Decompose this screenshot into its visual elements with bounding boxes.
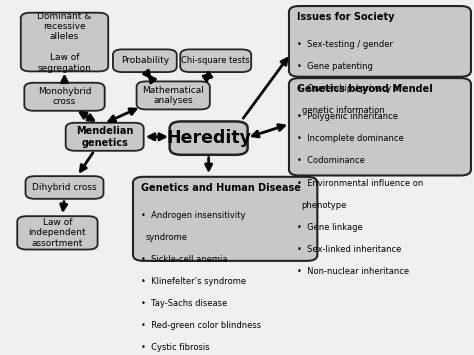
Text: •  Codominance: • Codominance [297,157,365,165]
Text: •  Ownership / privacy of: • Ownership / privacy of [297,84,402,93]
FancyBboxPatch shape [24,83,105,111]
FancyBboxPatch shape [26,176,103,199]
Text: •  Androgen insensitivity: • Androgen insensitivity [141,211,246,220]
Text: •  Incomplete dominance: • Incomplete dominance [297,134,404,143]
Text: genetic information: genetic information [302,106,384,115]
Text: Monohybrid
cross: Monohybrid cross [38,87,91,106]
FancyBboxPatch shape [289,6,471,77]
Text: Mendelian
genetics: Mendelian genetics [76,126,133,148]
Text: Law of
independent
assortment: Law of independent assortment [28,218,86,248]
FancyBboxPatch shape [66,123,144,151]
Text: •  Gene linkage: • Gene linkage [297,223,363,231]
Text: Genetics beyond Mendel: Genetics beyond Mendel [297,84,433,94]
Text: •  Klinefelter’s syndrome: • Klinefelter’s syndrome [141,277,246,286]
FancyBboxPatch shape [17,216,98,250]
Text: •  Gene patenting: • Gene patenting [297,62,373,71]
FancyBboxPatch shape [133,177,318,261]
Text: •  Non-nuclear inheritance: • Non-nuclear inheritance [297,267,409,276]
Text: Dominant &
recessive
alleles

Law of
segregation: Dominant & recessive alleles Law of segr… [37,12,91,72]
FancyBboxPatch shape [180,49,251,72]
Text: phenotype: phenotype [302,201,347,210]
Text: Genetics and Human Disease: Genetics and Human Disease [141,183,301,193]
FancyBboxPatch shape [21,13,108,71]
FancyBboxPatch shape [289,78,471,175]
FancyBboxPatch shape [170,121,247,155]
Text: •  Sex-linked inheritance: • Sex-linked inheritance [297,245,401,254]
Text: syndrome: syndrome [146,233,188,242]
Text: •  Sickle-cell anemia: • Sickle-cell anemia [141,255,228,264]
Text: Dihybrid cross: Dihybrid cross [32,183,97,192]
Text: Heredity: Heredity [166,129,251,147]
Text: Mathematical
analyses: Mathematical analyses [142,86,204,105]
Text: Chi-square tests: Chi-square tests [182,56,250,65]
Text: •  Environmental influence on: • Environmental influence on [297,179,423,187]
Text: Issues for Society: Issues for Society [297,12,394,22]
Text: •  Sex-testing / gender: • Sex-testing / gender [297,40,393,49]
FancyBboxPatch shape [113,49,177,72]
Text: •  Tay-Sachs disease: • Tay-Sachs disease [141,299,228,308]
FancyBboxPatch shape [137,81,210,109]
Text: •  Polygenic inheritance: • Polygenic inheritance [297,112,398,121]
Text: •  Red-green color blindness: • Red-green color blindness [141,321,261,330]
Text: Probability: Probability [121,56,169,65]
Text: •  Cystic fibrosis: • Cystic fibrosis [141,343,210,353]
